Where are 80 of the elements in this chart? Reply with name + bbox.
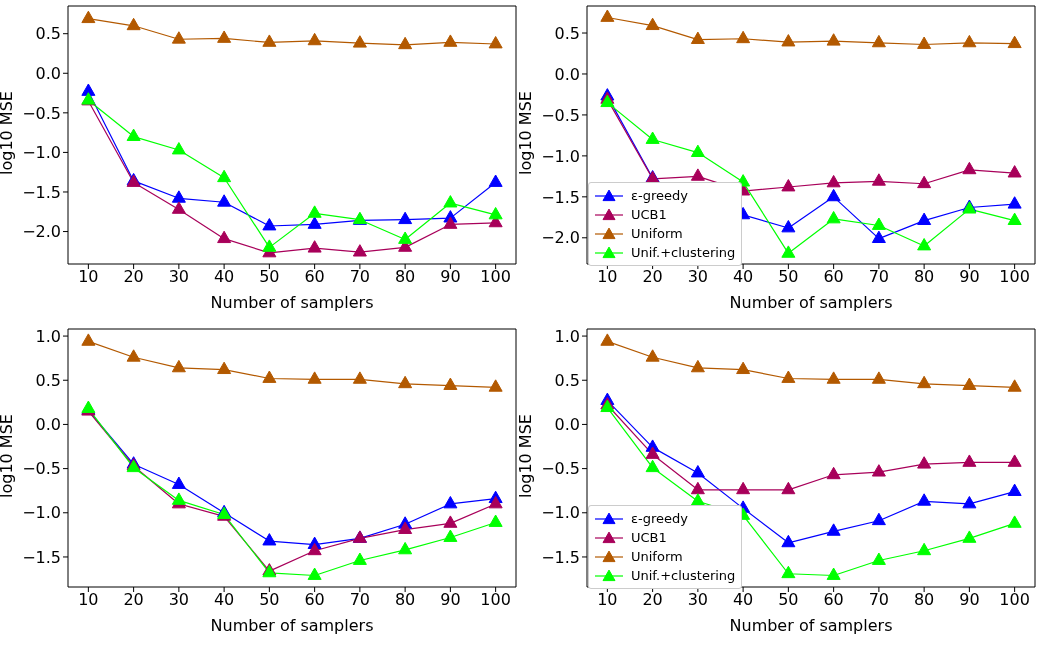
x-tick-label: 80 bbox=[394, 267, 416, 287]
x-tick-label: 40 bbox=[213, 590, 235, 610]
x-tick-label: 40 bbox=[732, 590, 754, 610]
x-tick-label: 50 bbox=[778, 267, 799, 287]
y-tick-label: −1.5 bbox=[22, 547, 61, 567]
y-tick-label: −1.5 bbox=[541, 187, 580, 207]
y-tick-label: 1.0 bbox=[554, 326, 580, 346]
y-tick-label: −1.0 bbox=[22, 143, 61, 163]
y-tick-label: 0.5 bbox=[35, 24, 61, 44]
x-tick-label: 40 bbox=[732, 267, 754, 287]
x-axis-title: Number of samplers bbox=[210, 616, 374, 635]
y-tick-label: −1.0 bbox=[541, 146, 580, 166]
y-tick-label: −2.0 bbox=[22, 222, 61, 242]
y-tick-label: −1.5 bbox=[22, 182, 61, 202]
x-tick-label: 10 bbox=[78, 590, 99, 610]
x-tick-label: 100 bbox=[480, 267, 511, 287]
x-tick-label: 70 bbox=[868, 590, 890, 610]
x-tick-label: 30 bbox=[687, 590, 709, 610]
x-tick-label: 80 bbox=[913, 590, 935, 610]
x-tick-label: 20 bbox=[642, 267, 663, 287]
y-tick-label: −0.5 bbox=[541, 105, 580, 125]
x-tick-label: 40 bbox=[213, 267, 235, 287]
y-axis-title: log10 MSE bbox=[0, 91, 16, 175]
x-axis-title: Number of samplers bbox=[729, 616, 893, 635]
y-tick-label: 0.0 bbox=[554, 415, 580, 435]
x-axis-title: Number of samplers bbox=[729, 293, 893, 312]
y-tick-label: −0.5 bbox=[22, 459, 61, 479]
y-axis-title: log10 MSE bbox=[515, 91, 535, 175]
y-tick-label: 0.0 bbox=[35, 415, 61, 435]
x-tick-label: 60 bbox=[304, 590, 325, 610]
y-tick-label: −0.5 bbox=[541, 459, 580, 479]
x-tick-label: 30 bbox=[687, 267, 709, 287]
legend-label: Unif.+clustering bbox=[631, 245, 736, 260]
x-axis-title: Number of samplers bbox=[210, 293, 374, 312]
legend-label: Uniform bbox=[631, 226, 683, 241]
legend-label: ε-greedy bbox=[631, 511, 688, 526]
x-tick-label: 10 bbox=[78, 267, 99, 287]
y-tick-label: 0.5 bbox=[35, 370, 61, 390]
x-tick-label: 80 bbox=[913, 267, 935, 287]
legend-label: Unif.+clustering bbox=[631, 568, 736, 583]
y-tick-label: 1.0 bbox=[35, 326, 61, 346]
x-tick-label: 50 bbox=[259, 267, 280, 287]
x-tick-label: 50 bbox=[778, 590, 799, 610]
legend-label: ε-greedy bbox=[631, 188, 688, 203]
x-tick-label: 100 bbox=[999, 267, 1030, 287]
x-tick-label: 20 bbox=[123, 590, 144, 610]
x-tick-label: 70 bbox=[868, 267, 890, 287]
y-tick-label: 0.5 bbox=[554, 370, 580, 390]
x-tick-label: 100 bbox=[999, 590, 1030, 610]
y-axis-title: log10 MSE bbox=[515, 414, 535, 498]
x-tick-label: 20 bbox=[123, 267, 144, 287]
x-tick-label: 30 bbox=[168, 267, 190, 287]
y-tick-label: −1.5 bbox=[541, 547, 580, 567]
x-tick-label: 10 bbox=[597, 590, 618, 610]
x-tick-label: 90 bbox=[959, 590, 980, 610]
x-tick-label: 10 bbox=[597, 267, 618, 287]
legend-label: Uniform bbox=[631, 549, 683, 564]
x-tick-label: 80 bbox=[394, 590, 416, 610]
y-tick-label: −0.5 bbox=[22, 103, 61, 123]
y-tick-label: −1.0 bbox=[22, 503, 61, 523]
x-tick-label: 60 bbox=[304, 267, 325, 287]
x-tick-label: 70 bbox=[349, 267, 371, 287]
legend-label: UCB1 bbox=[631, 207, 667, 222]
x-tick-label: 70 bbox=[349, 590, 371, 610]
y-axis-title: log10 MSE bbox=[0, 414, 16, 498]
x-tick-label: 60 bbox=[823, 267, 844, 287]
x-tick-label: 60 bbox=[823, 590, 844, 610]
x-tick-label: 20 bbox=[642, 590, 663, 610]
x-tick-label: 50 bbox=[259, 590, 280, 610]
x-tick-label: 90 bbox=[959, 267, 980, 287]
legend-label: UCB1 bbox=[631, 530, 667, 545]
x-tick-label: 30 bbox=[168, 590, 190, 610]
x-tick-label: 90 bbox=[440, 590, 461, 610]
y-tick-label: 0.5 bbox=[554, 23, 580, 43]
y-tick-label: 0.0 bbox=[554, 64, 580, 84]
y-tick-label: −1.0 bbox=[541, 503, 580, 523]
y-tick-label: 0.0 bbox=[35, 63, 61, 83]
y-tick-label: −2.0 bbox=[541, 228, 580, 248]
x-tick-label: 100 bbox=[480, 590, 511, 610]
x-tick-label: 90 bbox=[440, 267, 461, 287]
